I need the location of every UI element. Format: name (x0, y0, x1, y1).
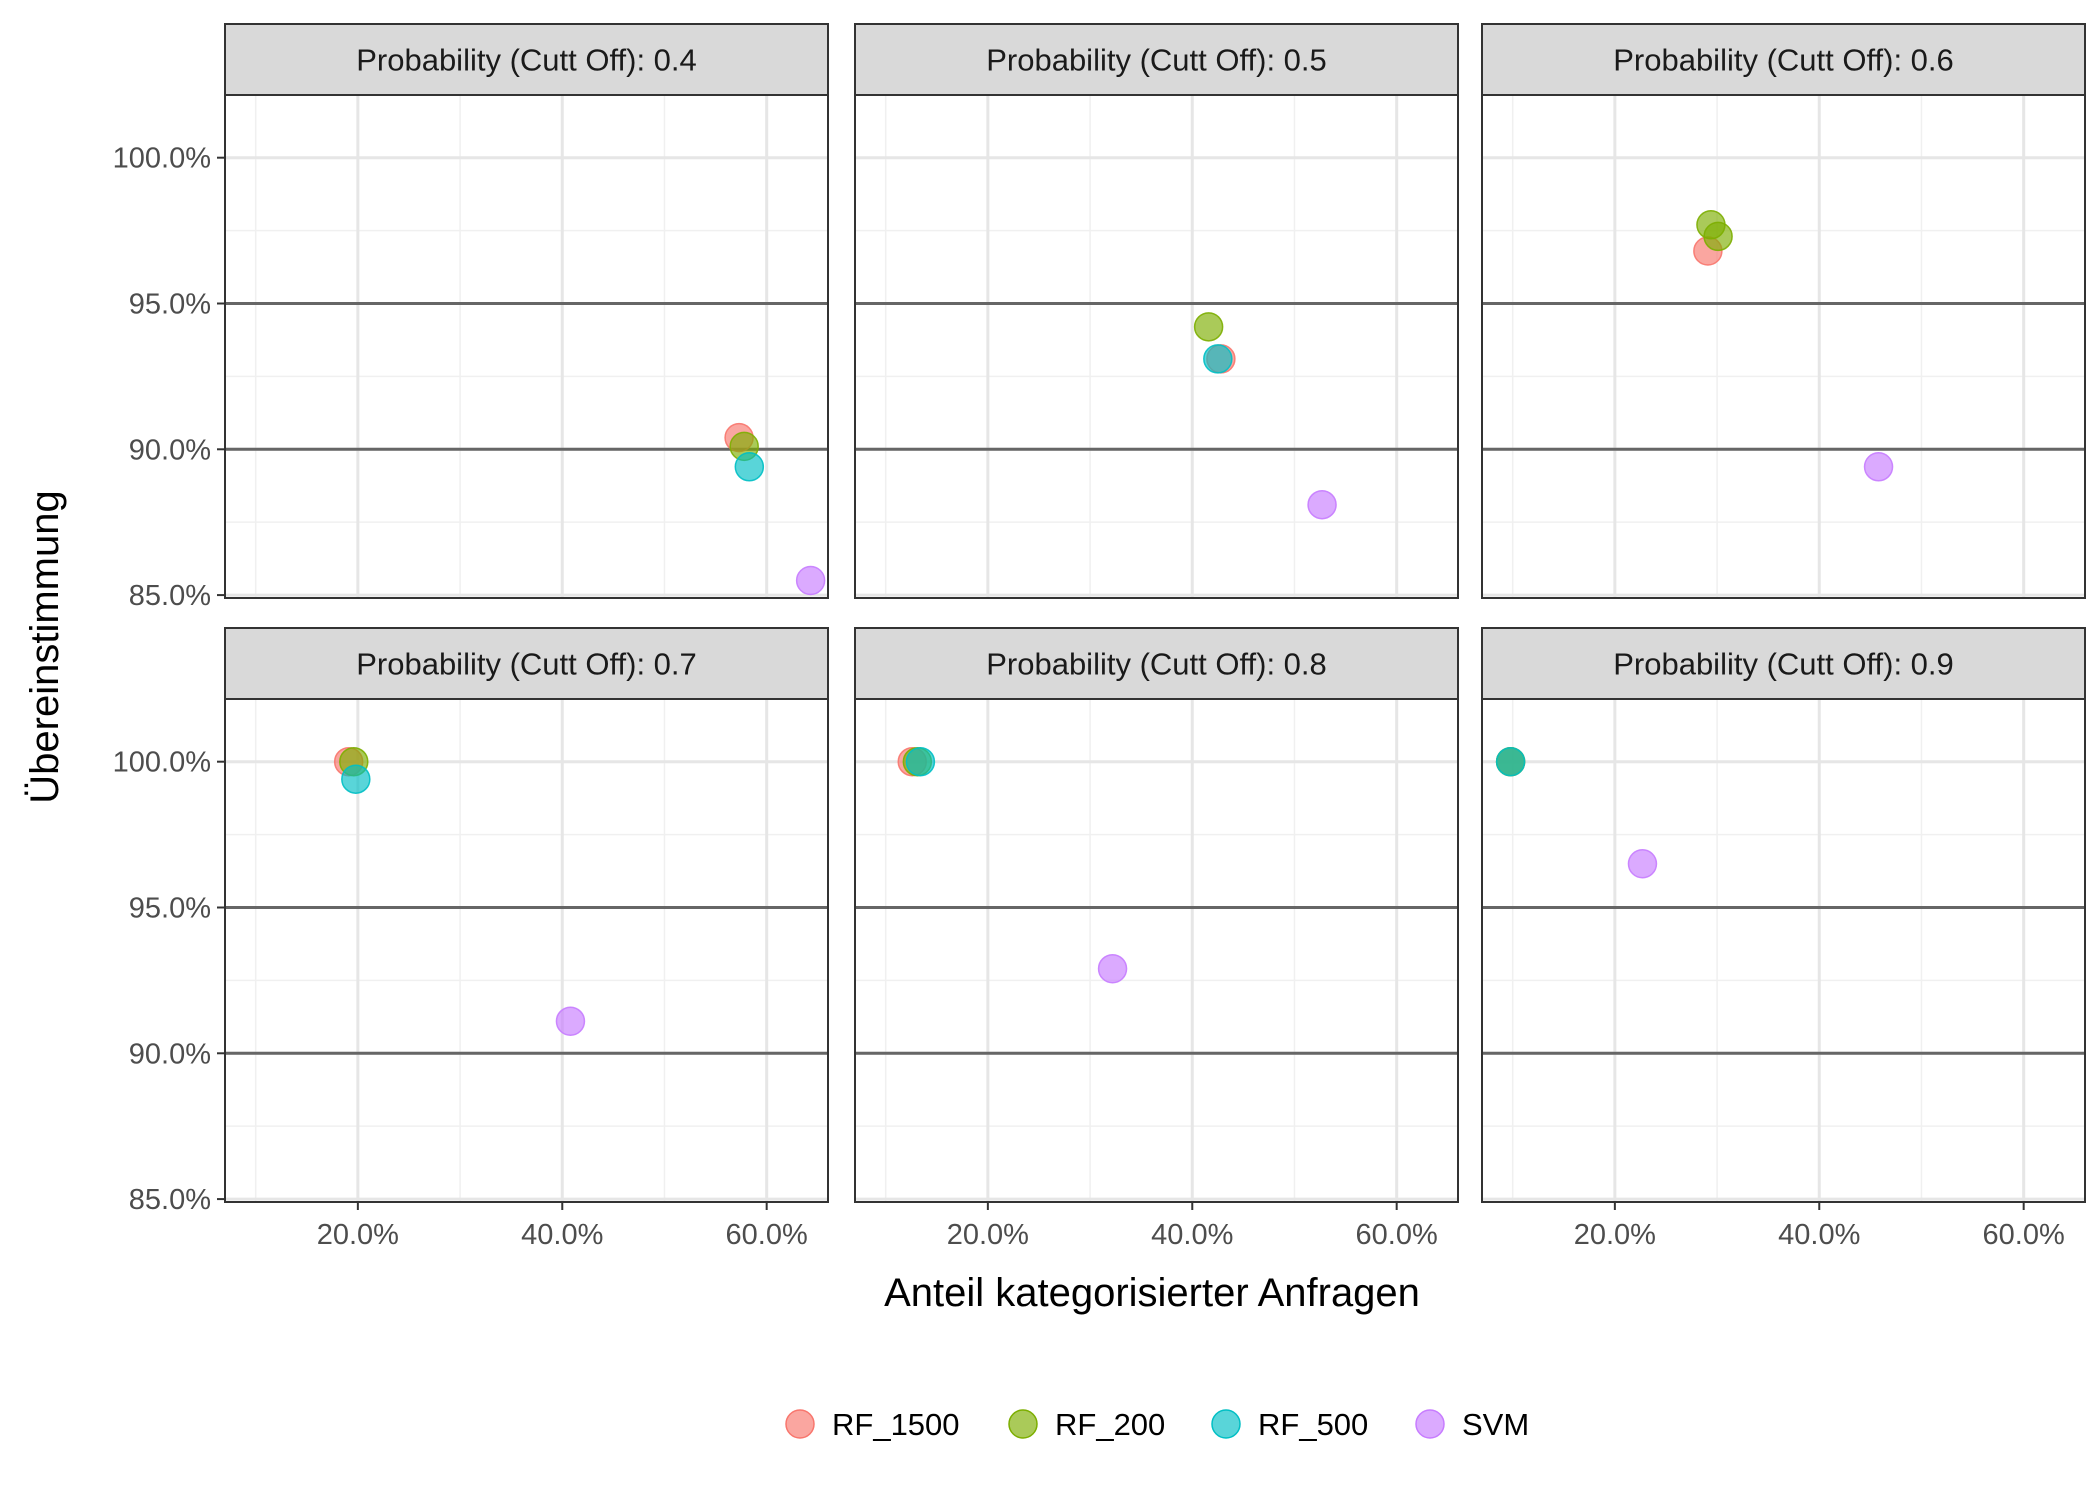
data-point-svm (1307, 489, 1337, 520)
x-tick-label: 20.0% (317, 1219, 399, 1251)
panel-background (1482, 699, 2085, 1202)
facet-panel: Probability (Cutt Off): 0.4 (224, 23, 829, 599)
x-tick-label: 60.0% (726, 1219, 808, 1251)
facet-title: Probability (Cutt Off): 0.8 (986, 647, 1327, 682)
legend-key (1008, 1409, 1038, 1439)
legend-item-svm: SVM (1415, 1407, 1529, 1442)
x-axis-title: Anteil kategorisierter Anfragen (884, 1271, 1420, 1315)
legend-label: RF_200 (1055, 1407, 1165, 1442)
facet-title: Probability (Cutt Off): 0.7 (356, 647, 697, 682)
facet-title: Probability (Cutt Off): 0.6 (1613, 43, 1954, 78)
x-tick-label: 40.0% (521, 1219, 603, 1251)
legend-key (1211, 1409, 1241, 1439)
panel-background (855, 95, 1458, 598)
x-tick-label: 40.0% (1151, 1219, 1233, 1251)
panel-border (224, 698, 829, 1203)
facet-panels: Probability (Cutt Off): 0.4 Probability (… (224, 23, 2086, 1203)
panel-border (854, 698, 1459, 1203)
y-tick-label: 95.0% (129, 892, 211, 924)
x-tick-label: 20.0% (1574, 1219, 1656, 1251)
legend-key (1415, 1409, 1445, 1439)
legend-label: SVM (1462, 1407, 1529, 1442)
legend-item-rf-1500: RF_1500 (785, 1407, 960, 1442)
panel-background (225, 95, 828, 598)
panel-border (854, 94, 1459, 599)
data-point-svm (555, 1006, 586, 1036)
facet-panel: Probability (Cutt Off): 0.5 (854, 23, 1459, 599)
legend-item-rf-200: RF_200 (1008, 1407, 1165, 1442)
x-tick-label: 20.0% (947, 1219, 1029, 1251)
data-point-svm (795, 565, 826, 596)
facet-strip (1481, 23, 2086, 96)
x-tick-label: 60.0% (1356, 1219, 1438, 1251)
y-tick-label: 85.0% (129, 1184, 211, 1216)
panel-border (224, 94, 829, 599)
x-tick-label: 60.0% (1983, 1219, 2065, 1251)
facet-panel: Probability (Cutt Off): 0.8 (854, 627, 1459, 1203)
facet-title: Probability (Cutt Off): 0.9 (1613, 647, 1954, 682)
panel-background (225, 699, 828, 1202)
data-point-svm (1097, 953, 1128, 984)
panel-background (1482, 95, 2085, 598)
data-point-rf-200 (1703, 221, 1733, 252)
facet-strip (224, 23, 829, 96)
data-point-rf-500 (341, 764, 371, 794)
facet-title: Probability (Cutt Off): 0.5 (986, 43, 1327, 78)
y-tick-label: 100.0% (113, 747, 211, 779)
y-tick-label: 90.0% (129, 434, 211, 466)
panel-border (1481, 698, 2086, 1203)
data-point-rf-500 (1495, 746, 1526, 777)
legend-item-rf-500: RF_500 (1211, 1407, 1368, 1442)
data-point-svm (1863, 452, 1894, 482)
y-tick-label: 90.0% (129, 1038, 211, 1070)
legend-label: RF_1500 (832, 1407, 960, 1442)
y-tick-label: 100.0% (113, 143, 211, 175)
legend-label: RF_500 (1258, 1407, 1368, 1442)
facet-panel: Probability (Cutt Off): 0.6 (1481, 23, 2086, 599)
y-tick-label: 95.0% (129, 288, 211, 320)
data-point-svm (1627, 849, 1658, 879)
facet-panel: Probability (Cutt Off): 0.7 (224, 627, 829, 1203)
panel-border (1481, 94, 2086, 599)
data-point-rf-200 (1193, 312, 1224, 342)
legend: RF_1500 RF_200 RF_500 SVM (785, 1407, 1529, 1442)
panel-background (855, 699, 1458, 1202)
y-axis-title: Übereinstimmung (23, 490, 67, 803)
axes: 85.0% 90.0% 95.0% 100.0% 85.0% 90.0% 95.0% 100.… (113, 143, 2065, 1251)
facet-strip (1481, 627, 2086, 700)
facet-strip (854, 627, 1459, 700)
y-tick-label: 85.0% (129, 580, 211, 612)
data-point-rf-500 (1203, 344, 1233, 374)
facet-panel: Probability (Cutt Off): 0.9 (1481, 627, 2086, 1203)
facet-title: Probability (Cutt Off): 0.4 (356, 43, 697, 78)
data-point-rf-500 (905, 746, 936, 777)
legend-key (785, 1409, 815, 1439)
x-tick-label: 40.0% (1778, 1219, 1860, 1251)
data-point-rf-500 (734, 452, 765, 482)
